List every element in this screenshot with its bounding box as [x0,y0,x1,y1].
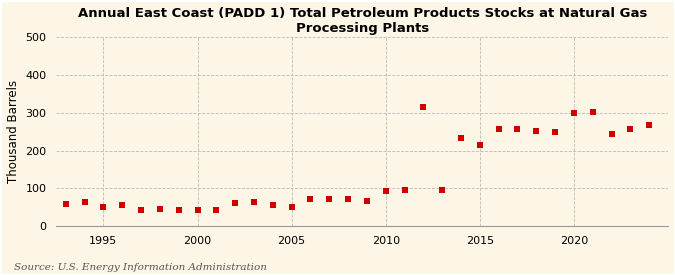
Point [155,206,165,211]
Point [493,127,504,131]
Point [399,188,410,192]
Point [549,130,560,134]
Point [475,143,485,147]
Point [531,129,542,133]
Point [587,109,598,114]
Point [456,136,466,141]
Point [380,189,391,193]
Point [512,126,523,131]
Point [173,208,184,213]
Title: Annual East Coast (PADD 1) Total Petroleum Products Stocks at Natural Gas Proces: Annual East Coast (PADD 1) Total Petrole… [78,7,647,35]
Point [192,208,203,213]
Y-axis label: Thousand Barrels: Thousand Barrels [7,80,20,183]
Point [568,111,579,116]
Point [286,204,297,209]
Point [60,201,71,206]
Point [644,123,655,127]
Point [625,126,636,131]
Point [79,199,90,204]
Point [437,188,448,192]
Point [136,208,146,212]
Point [211,208,221,212]
Point [267,203,278,208]
Point [305,197,316,201]
Point [343,196,354,201]
Point [248,199,259,204]
Text: Source: U.S. Energy Information Administration: Source: U.S. Energy Information Administ… [14,263,267,272]
Point [98,205,109,210]
Point [117,203,128,207]
Point [606,131,617,136]
Point [230,201,240,205]
Point [418,105,429,109]
Point [362,198,373,203]
Point [324,197,335,201]
